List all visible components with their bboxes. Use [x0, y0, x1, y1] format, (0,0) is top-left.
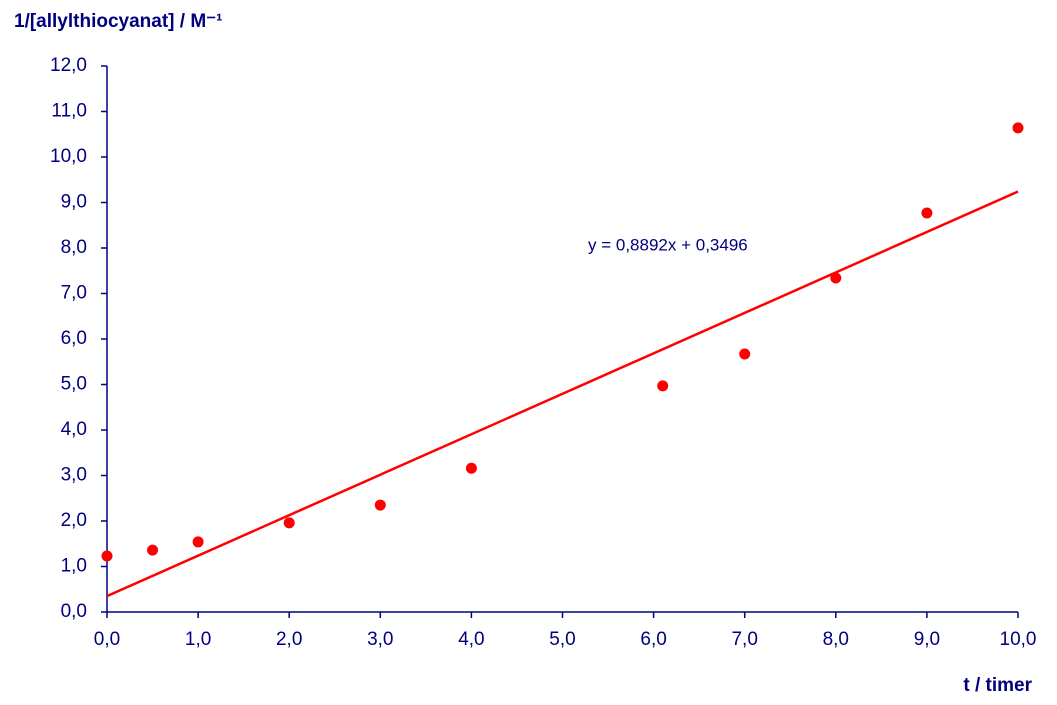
point [192, 536, 204, 548]
trendline-equation: y = 0,8892x + 0,3496 [588, 235, 748, 254]
x-axis-title: t / timer [963, 675, 1032, 696]
x-tick-label: 10,0 [1000, 629, 1037, 650]
x-tick-label: 8,0 [823, 629, 849, 650]
y-tick-label: 7,0 [61, 283, 87, 304]
x-tick-label: 0,0 [94, 629, 120, 650]
point [657, 380, 669, 392]
x-tick-label: 2,0 [276, 629, 302, 650]
y-tick-label: 6,0 [61, 328, 87, 349]
point [830, 272, 842, 284]
y-tick-label: 4,0 [61, 419, 87, 440]
y-axis-title: 1/[allylthiocyanat] / M⁻¹ [14, 11, 223, 32]
x-tick-label: 7,0 [731, 629, 757, 650]
point [147, 544, 159, 556]
x-tick-label: 4,0 [458, 629, 484, 650]
x-tick-label: 1,0 [185, 629, 211, 650]
point [739, 348, 751, 360]
y-tick-label: 11,0 [51, 101, 87, 122]
point [921, 207, 933, 219]
point [374, 499, 386, 511]
y-tick-label: 3,0 [61, 465, 87, 486]
y-tick-label: 9,0 [61, 192, 87, 213]
point [101, 550, 113, 562]
y-tick-label: 8,0 [61, 237, 87, 258]
point [465, 462, 477, 474]
y-tick-label: 10,0 [50, 146, 87, 167]
x-tick-label: 3,0 [367, 629, 393, 650]
point [283, 517, 295, 529]
y-tick-label: 0,0 [61, 601, 87, 622]
x-tick-label: 5,0 [549, 629, 575, 650]
trendline [106, 190, 1019, 598]
point [1012, 122, 1024, 134]
y-tick-label: 12,0 [50, 55, 87, 76]
y-tick-label: 5,0 [61, 374, 87, 395]
x-tick-label: 9,0 [914, 629, 940, 650]
x-tick-label: 6,0 [640, 629, 666, 650]
y-tick-label: 2,0 [61, 510, 87, 531]
y-tick-label: 1,0 [61, 556, 87, 577]
